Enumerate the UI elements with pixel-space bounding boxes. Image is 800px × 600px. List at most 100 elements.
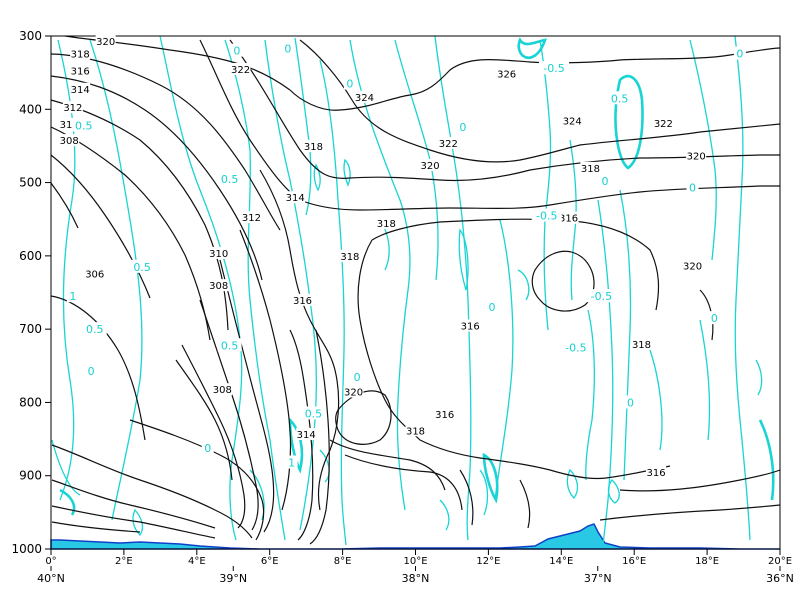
w-label-bg (301, 406, 326, 420)
theta-contour-label: 316 (435, 410, 454, 421)
theta-label-bg (62, 101, 83, 114)
w-contour-label: 0 (233, 45, 240, 58)
theta-contour (175, 359, 233, 481)
w-label-bg (733, 46, 746, 60)
theta-contour (64, 35, 291, 91)
w-contour (607, 479, 620, 504)
w-label-bg (217, 171, 242, 185)
w-contour-label: 0 (736, 48, 743, 61)
w-contour (585, 309, 595, 481)
w-contour (458, 228, 469, 291)
theta-label-bg (95, 35, 116, 48)
theta-contour-label: 314 (71, 85, 90, 96)
w-label-bg (456, 119, 469, 133)
theta-contour-label: 316 (293, 296, 312, 307)
w-contour (689, 39, 717, 261)
theta-contour (50, 182, 79, 229)
theta-contour (51, 505, 216, 539)
theta-contour-label: 318 (581, 164, 600, 175)
w-label-bg (586, 289, 617, 303)
w-contour (517, 269, 530, 301)
theta-label-bg (460, 319, 481, 332)
theta-contour (299, 39, 781, 163)
theta-contour (50, 75, 263, 281)
w-contour (439, 499, 450, 531)
w-contour-label: -0.5 (591, 290, 612, 303)
w-label-bg (560, 340, 591, 354)
theta-contour (219, 259, 275, 533)
lon-tick-label: 12°E (476, 556, 500, 567)
theta-contour-label: 318 (632, 340, 651, 351)
w-contour (566, 468, 579, 499)
w-label-bg (686, 180, 699, 194)
w-contour (349, 39, 411, 511)
theta-label-bg (70, 64, 91, 77)
theta-contour-label: 316 (461, 321, 480, 332)
y-axis: 300 400 500 600 700 800 900 1000 (11, 29, 51, 556)
theta-label-bg (208, 279, 229, 292)
theta-contours (50, 35, 781, 545)
y-tick-label: 1000 (11, 542, 42, 556)
w-label-bg (539, 61, 570, 75)
theta-contour-label: 316 (71, 66, 90, 77)
theta-contour (357, 239, 671, 480)
lon-tick-label: 4°E (188, 556, 206, 567)
w-contour-label: -0.5 (543, 62, 564, 75)
plot-frame (50, 35, 781, 550)
theta-contour-label: 316 (559, 214, 578, 225)
theta-contour-label: 312 (63, 103, 82, 114)
theta-contour (229, 39, 780, 182)
w-contour-label: 0 (689, 182, 696, 195)
w-label-bg (130, 259, 155, 273)
theta-label-bg (292, 293, 313, 306)
w-label-bg (66, 289, 79, 303)
theta-contour (619, 469, 781, 492)
w-contour (569, 139, 577, 301)
theta-label-bg (339, 249, 360, 262)
theta-contour-label: 310 (209, 249, 228, 260)
w-label-bg (708, 311, 721, 325)
theta-contour-label: 318 (71, 50, 90, 61)
terrain-fill (50, 523, 780, 550)
theta-contour (199, 39, 780, 211)
w-label-bg (607, 91, 632, 105)
theta-label-bg (558, 211, 579, 224)
w-contour (755, 359, 763, 396)
w-label-bg (230, 43, 243, 57)
theta-contour-label: 326 (497, 69, 516, 80)
w-strong-contour (758, 419, 775, 501)
lon-tick-label: 2°E (115, 556, 133, 567)
theta-contour-label: 308 (60, 136, 79, 147)
w-label-bg (486, 300, 499, 314)
theta-label-bg (303, 139, 324, 152)
lat-tick-label: 36°N (766, 572, 794, 585)
theta-label-bg (562, 114, 583, 127)
w-contour (434, 35, 472, 541)
theta-label-bg (438, 136, 459, 149)
y-tick-label: 700 (19, 322, 42, 336)
theta-label-bg (580, 161, 601, 174)
w-label-bg (531, 208, 562, 222)
theta-contour (51, 479, 216, 529)
w-label-bg (85, 363, 98, 377)
w-contour-label: 0 (459, 121, 466, 134)
lon-tick-label: 8°E (334, 556, 352, 567)
w-strong-contour (482, 452, 499, 504)
lon-tick-label: 18°E (695, 556, 719, 567)
theta-contour (335, 390, 392, 445)
lon-tick-label: 14°E (549, 556, 573, 567)
theta-contour (309, 329, 330, 545)
w-contour-label: 0.5 (611, 92, 629, 105)
theta-label-bg (653, 117, 674, 130)
lon-tick-label: 6°E (261, 556, 279, 567)
lon-tick-label: 20°E (768, 556, 792, 567)
w-contour-label: 0 (627, 396, 634, 409)
theta-contour (129, 419, 265, 541)
theta-label-bg (682, 259, 703, 272)
theta-contour (51, 521, 141, 533)
theta-label-bg (631, 337, 652, 350)
theta-contour-label: 318 (377, 219, 396, 230)
theta-label-bg (434, 408, 455, 421)
theta-label-bg (405, 424, 426, 437)
